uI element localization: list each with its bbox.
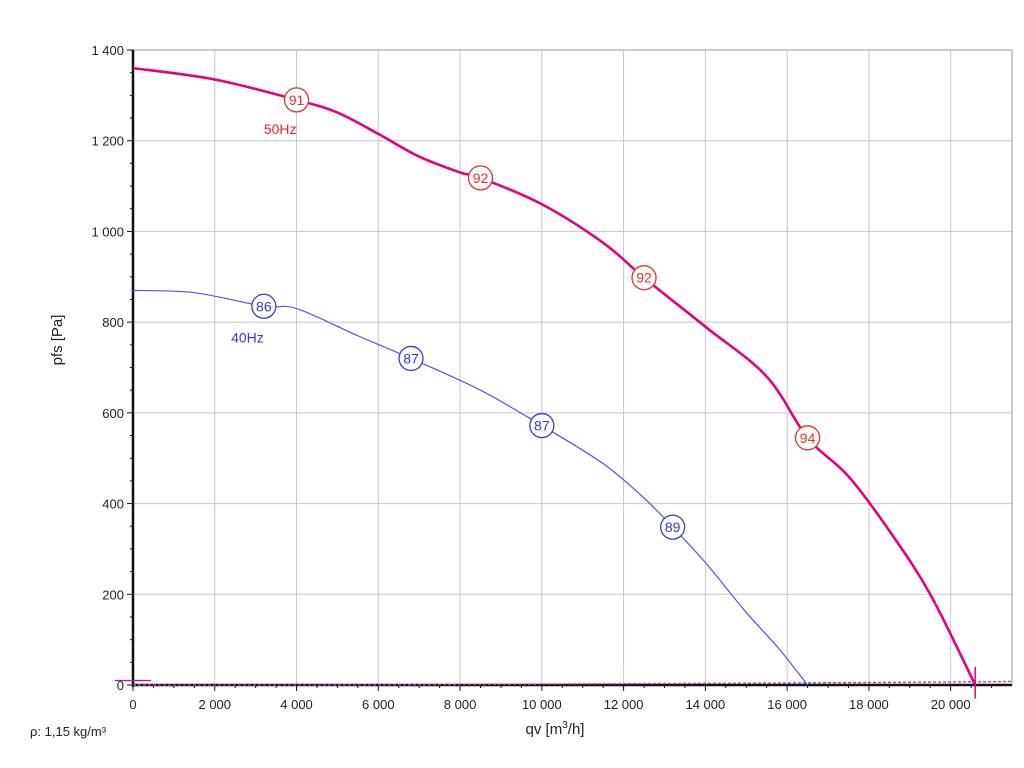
y-tick-label: 200 bbox=[102, 587, 124, 602]
efficiency-marker-circle bbox=[467, 165, 494, 191]
efficiency-marker: 89 bbox=[660, 514, 686, 540]
series bbox=[115, 66, 1013, 699]
efficiency-marker: 87 bbox=[398, 345, 424, 372]
axes bbox=[127, 49, 1013, 691]
efficiency-marker: 92 bbox=[631, 265, 657, 291]
series-label: 50Hz bbox=[264, 121, 297, 137]
x-tick-label: 12 000 bbox=[604, 697, 644, 712]
efficiency-marker-label: 86 bbox=[256, 298, 272, 314]
efficiency-marker: 91 bbox=[283, 87, 310, 113]
series-line-system bbox=[132, 680, 1013, 686]
efficiency-marker-label: 92 bbox=[636, 270, 652, 286]
x-tick-label: 2 000 bbox=[198, 697, 231, 712]
efficiency-marker: 86 bbox=[251, 293, 277, 319]
y-tick-label: 1 200 bbox=[91, 134, 124, 149]
grid bbox=[132, 49, 1012, 686]
efficiency-marker-circle bbox=[794, 425, 821, 451]
efficiency-marker-circle bbox=[660, 514, 686, 540]
efficiency-marker-label: 91 bbox=[289, 92, 305, 108]
efficiency-marker-label: 87 bbox=[403, 350, 419, 366]
efficiency-marker-label: 87 bbox=[534, 418, 550, 434]
x-tick-label: 6 000 bbox=[362, 697, 395, 712]
x-tick-label: 14 000 bbox=[685, 697, 725, 712]
y-axis-title: pfs [Pa] bbox=[49, 315, 66, 366]
efficiency-marker-circle bbox=[398, 345, 424, 372]
y-tick-label: 0 bbox=[117, 678, 124, 693]
x-tick-label: 20 000 bbox=[931, 697, 971, 712]
air-density-note: ρ: 1,15 kg/m³ bbox=[30, 724, 107, 739]
x-tick-label: 10 000 bbox=[522, 697, 562, 712]
y-tick-label: 800 bbox=[102, 315, 124, 330]
efficiency-marker: 92 bbox=[467, 165, 494, 191]
x-axis-title: qv [m3/h] bbox=[526, 720, 585, 738]
efficiency-marker-circle bbox=[631, 265, 657, 291]
x-tick-label: 4 000 bbox=[280, 697, 313, 712]
x-tick-label: 18 000 bbox=[849, 697, 889, 712]
series-labels: 50Hz 40Hz bbox=[231, 121, 296, 346]
efficiency-marker-circle bbox=[529, 412, 555, 439]
y-tick-label: 1 400 bbox=[91, 43, 124, 58]
series-line-50hz bbox=[132, 66, 977, 686]
y-tick-label: 400 bbox=[102, 497, 124, 512]
x-tick-label: 0 bbox=[129, 697, 136, 712]
efficiency-marker-circle bbox=[283, 87, 310, 113]
x-tick-label: 8 000 bbox=[444, 697, 477, 712]
tick-labels: 0 2 000 4 000 6 000 8 000 10 000 12 000 14 000 1… bbox=[91, 43, 970, 712]
efficiency-marker-circle bbox=[251, 293, 277, 319]
series-label: 40Hz bbox=[231, 330, 264, 346]
efficiency-marker-label: 89 bbox=[665, 519, 681, 535]
efficiency-marker-label: 94 bbox=[800, 430, 816, 446]
series-line-40hz bbox=[132, 289, 809, 686]
x-tick-label: 16 000 bbox=[767, 697, 807, 712]
y-tick-label: 600 bbox=[102, 406, 124, 421]
efficiency-markers: 91 92 92 94 86 87 87 89 bbox=[251, 87, 821, 540]
efficiency-marker: 94 bbox=[794, 425, 821, 451]
y-tick-label: 1 000 bbox=[91, 224, 124, 239]
efficiency-marker: 87 bbox=[529, 412, 555, 439]
efficiency-marker-label: 92 bbox=[473, 170, 489, 186]
